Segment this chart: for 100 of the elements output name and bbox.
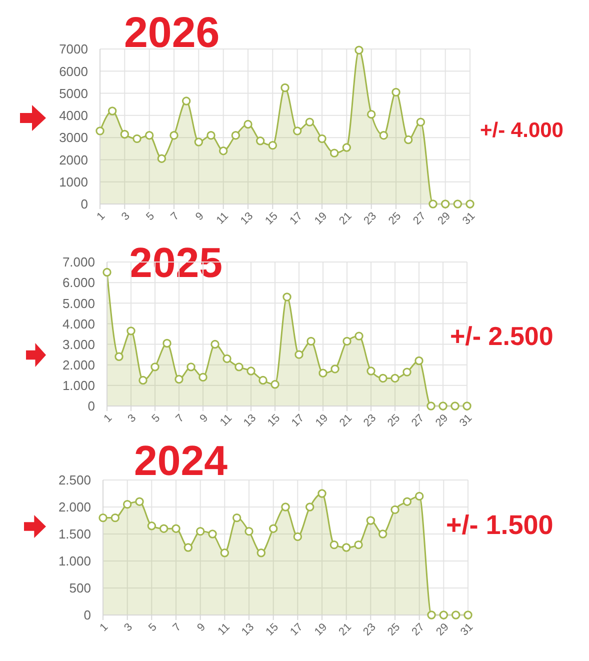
point	[98, 513, 108, 522]
point	[402, 368, 412, 376]
y-tick-label: 0	[84, 608, 91, 623]
point	[184, 543, 193, 552]
point	[426, 402, 436, 410]
x-tick-label: 1	[94, 210, 108, 223]
point	[366, 366, 376, 376]
point	[366, 516, 376, 525]
point	[218, 146, 228, 156]
point	[390, 374, 400, 383]
point	[293, 532, 302, 542]
point	[220, 548, 230, 558]
point	[330, 148, 339, 158]
point	[378, 374, 388, 383]
y-tick-label: 1.000	[62, 378, 95, 394]
point	[330, 364, 340, 374]
x-tick-label: 21	[337, 412, 355, 430]
y-tick-label: 1.500	[58, 526, 91, 542]
point	[172, 524, 180, 533]
point	[439, 610, 448, 620]
x-tick-label: 19	[312, 621, 330, 638]
point	[114, 352, 124, 361]
y-tick-label: 4000	[59, 108, 88, 124]
point	[451, 610, 460, 620]
point	[182, 96, 191, 106]
x-tick-label: 31	[460, 210, 478, 228]
point	[210, 340, 220, 349]
point	[102, 268, 112, 277]
point	[244, 526, 254, 536]
x-tick-label: 15	[264, 621, 281, 638]
point	[246, 366, 256, 376]
point	[354, 332, 364, 340]
point	[438, 402, 448, 410]
point	[256, 136, 265, 146]
point	[198, 372, 208, 382]
point	[174, 374, 184, 384]
point	[157, 154, 166, 163]
point	[392, 88, 400, 97]
x-tick-label: 27	[411, 210, 428, 228]
y-tick-label: 2.500	[58, 472, 91, 488]
point	[231, 131, 240, 140]
point	[366, 110, 376, 119]
point	[194, 138, 204, 146]
point	[305, 118, 314, 126]
y-tick-label: 5.000	[62, 296, 95, 311]
annotation: +/- 1.500	[446, 510, 554, 540]
x-tick-label: 11	[214, 210, 231, 227]
point	[122, 500, 132, 509]
point	[282, 292, 292, 302]
point	[404, 135, 413, 144]
point	[222, 354, 232, 364]
point	[428, 200, 438, 208]
x-tick-label: 23	[361, 621, 378, 638]
point	[416, 118, 426, 126]
x-tick-label: 21	[337, 210, 354, 228]
point	[144, 131, 154, 140]
point	[126, 326, 136, 336]
point	[147, 522, 156, 530]
point	[440, 200, 450, 208]
point	[378, 530, 388, 538]
x-tick-label: 1	[98, 621, 111, 634]
point	[354, 46, 364, 54]
point	[186, 362, 196, 372]
point	[232, 513, 242, 522]
point	[234, 362, 244, 372]
x-tick-label: 3	[126, 412, 139, 425]
y-tick-label: 1000	[59, 174, 88, 190]
x-tick-label: 3	[119, 210, 132, 223]
point	[150, 362, 160, 372]
x-tick-label: 19	[313, 412, 331, 430]
x-tick-label: 19	[312, 210, 330, 228]
y-tick-label: 500	[69, 580, 91, 596]
y-tick-label: 1.000	[58, 554, 91, 569]
y-tick-label: 2.000	[62, 357, 95, 372]
point	[342, 543, 351, 552]
y-tick-label: 2.000	[58, 500, 91, 515]
x-tick-label: 23	[362, 210, 379, 228]
chart-title: 2026	[124, 9, 220, 57]
point	[294, 350, 304, 359]
x-tick-label: 13	[238, 210, 256, 228]
x-tick-label: 5	[150, 412, 163, 425]
point	[342, 336, 352, 346]
x-tick-label: 5	[146, 621, 160, 634]
x-tick-label: 29	[433, 412, 451, 430]
x-tick-label: 25	[385, 412, 403, 430]
point	[206, 131, 216, 140]
point	[268, 140, 278, 150]
x-tick-label: 7	[168, 210, 182, 223]
point	[414, 356, 424, 366]
point	[108, 106, 117, 116]
point	[318, 134, 326, 144]
point	[280, 83, 290, 92]
x-tick-label: 11	[218, 412, 235, 429]
point	[208, 530, 217, 538]
point	[159, 524, 168, 533]
point	[402, 497, 412, 506]
point	[96, 126, 104, 136]
x-tick-label: 5	[144, 210, 157, 223]
y-tick-label: 3000	[59, 130, 88, 146]
point	[244, 120, 252, 129]
